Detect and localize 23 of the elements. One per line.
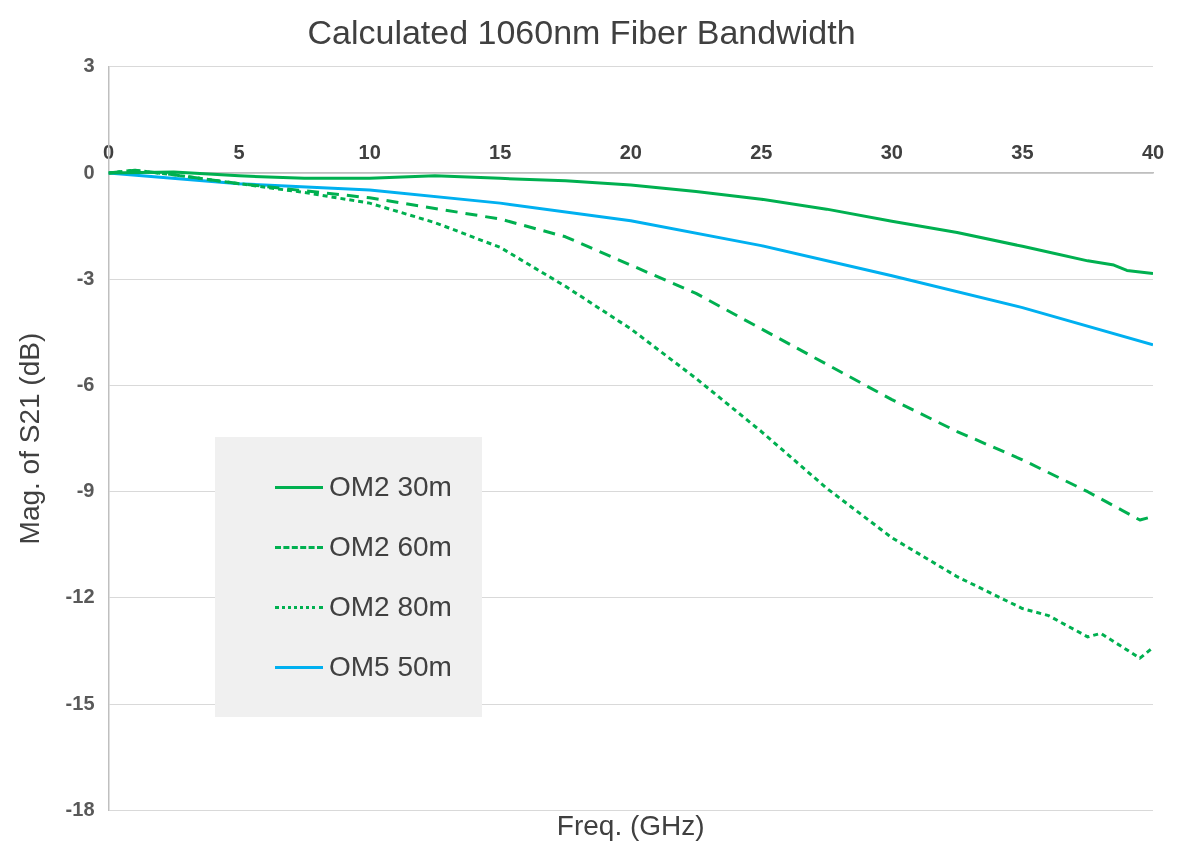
legend-label: OM2 60m <box>329 531 452 563</box>
y-tick-label: -15 <box>65 691 95 714</box>
y-tick-label: -3 <box>76 266 95 289</box>
y-axis-title: Mag. of S21 (dB) <box>13 332 45 545</box>
x-tick-label: 25 <box>750 140 773 163</box>
legend-label: OM2 80m <box>329 591 452 623</box>
chart-title: Calculated 1060nm Fiber Bandwidth <box>307 12 856 51</box>
x-tick-label: 40 <box>1141 140 1165 163</box>
y-tick-label: -6 <box>76 373 95 395</box>
x-tick-label: 20 <box>619 140 642 163</box>
y-tick-label: 3 <box>83 54 95 77</box>
y-tick-label: -9 <box>76 479 95 502</box>
x-tick-label: 5 <box>233 140 245 163</box>
x-tick-label: 30 <box>880 140 903 163</box>
x-tick-label: 15 <box>489 140 512 163</box>
x-tick-label: 10 <box>358 140 381 163</box>
legend-label: OM5 50m <box>329 651 452 683</box>
y-tick-label: 0 <box>83 160 95 183</box>
x-tick-label: 35 <box>1011 140 1034 163</box>
legend-label: OM2 30m <box>329 471 452 503</box>
y-tick-label: -12 <box>65 585 95 608</box>
x-axis-title: Freq. (GHz) <box>556 809 705 841</box>
y-tick-label: -18 <box>65 797 95 820</box>
